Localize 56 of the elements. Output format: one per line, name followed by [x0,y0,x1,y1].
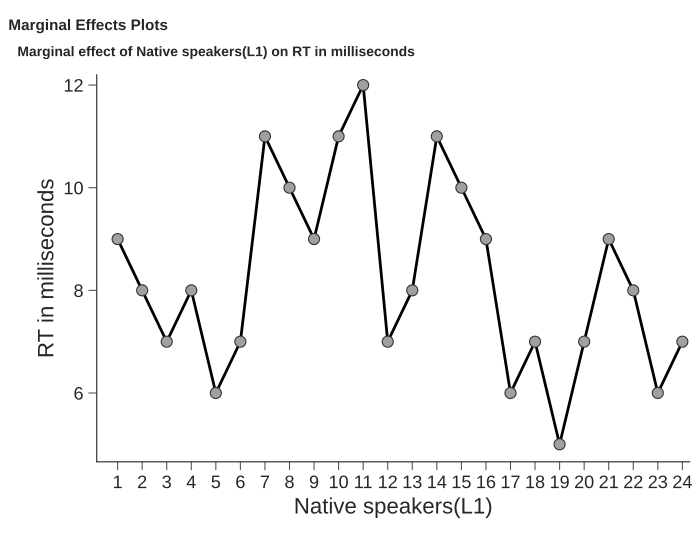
x-tick-label: 17 [502,476,520,488]
point [602,232,615,246]
point [308,232,320,246]
point [332,130,345,142]
x-tick-label: 8 [285,475,294,488]
point [528,336,542,348]
point [504,386,517,400]
y-axis-title: RT in milliseconds [37,179,54,356]
point [554,438,566,450]
point [210,386,222,400]
point [185,284,198,296]
x-tick-label: 4 [186,476,196,488]
point [627,284,640,296]
point [406,284,418,296]
x-tick-label: 15 [452,476,471,488]
x-tick-label: 19 [550,475,569,488]
point [357,78,370,92]
x-axis-title: Native speakers(L1) [296,497,492,518]
point [480,232,492,246]
x-tick-label: 6 [236,475,245,488]
x-tick-label: 11 [355,476,372,488]
x-tick-label: 9 [310,475,318,488]
point [430,130,443,142]
point [578,336,590,348]
x-tick-label: 16 [477,475,496,488]
point [258,130,272,142]
point [676,336,688,348]
x-tick-label: 24 [673,475,692,488]
x-tick-label: 2 [138,475,146,488]
x-tick-label: 13 [404,475,422,488]
x-tick-label: 18 [526,475,544,488]
point [455,182,468,194]
point [136,284,148,296]
y-tick-label: 10 [64,182,83,194]
x-tick-label: 21 [600,475,618,488]
x-tick-label: 5 [212,476,220,488]
point [652,386,664,400]
x-tick-label: 1 [114,476,122,488]
point [382,336,394,348]
point [112,232,124,246]
x-tick-label: 10 [330,475,348,488]
x-tick-label: 23 [648,475,668,488]
chart-subtitle: Marginal effect of Native speakers(L1) on RT in milliseconds [18,46,414,60]
x-tick-label: 7 [260,476,270,488]
y-tick-label: 12 [64,78,83,92]
x-tick-label: 14 [428,476,446,488]
y-tick-label: 6 [74,386,83,400]
x-tick-label: 12 [379,475,397,488]
point [160,336,173,348]
x-tick-label: 3 [162,475,171,488]
point [283,182,296,194]
x-tick-label: 22 [624,475,642,488]
chart-title: Marginal Effects Plots [9,18,168,34]
x-tick-label: 20 [575,475,594,488]
point [234,336,246,348]
y-tick-label: 8 [74,284,83,298]
